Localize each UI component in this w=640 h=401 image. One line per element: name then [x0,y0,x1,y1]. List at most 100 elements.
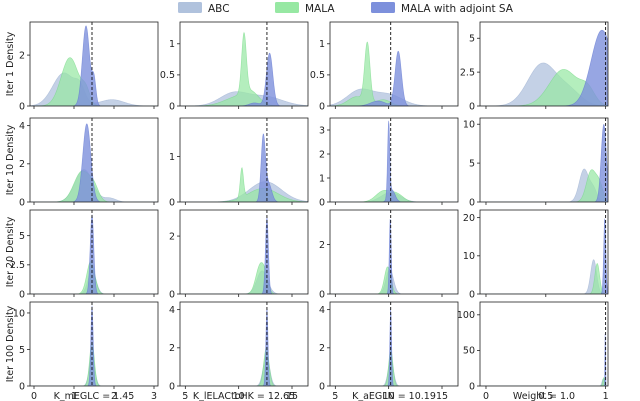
panel-r3-c2: 02 [169,209,309,300]
density-areas [330,219,458,294]
legend-swatch [371,2,395,13]
density-abc [480,259,608,294]
x-axis-label: K_aEGLN = 10.19 [352,391,436,401]
legend: ABC MALA MALA with adjoint SA [178,2,514,15]
y-tick-label: 0 [169,381,175,392]
panel-r2-c3: 0 1 2 3 [319,117,459,208]
panel-r4-c2: 0 2 4 5 10 15 [169,301,309,401]
panel-r4-c1: 0 5 10 0 1 2 3 [13,301,159,401]
y-tick-label: 0 [469,289,475,300]
panel-frame [479,209,609,295]
y-tick-label: 10 [463,120,475,131]
y-tick-label: 0 [169,101,175,112]
x-tick-label: 1 [603,391,609,401]
density-mala [480,169,608,202]
legend-label: ABC [208,3,230,15]
density-areas [30,305,158,386]
density-areas [180,217,308,294]
x-tick-label: 15 [286,391,298,401]
x-tick-label: 10 [233,391,245,401]
density-abc [330,269,458,294]
density-areas [30,123,158,202]
row-label: Iter 10 Density [5,124,16,195]
density-areas [480,124,608,202]
y-tick-label: 0 [469,381,475,392]
y-tick-label: 2 [169,231,175,242]
y-tick-label: 2.5 [460,67,475,78]
y-tick-label: 0 [319,289,325,300]
density-areas [480,333,608,386]
panel-r3-c4: 0 10 20 [463,209,609,300]
density-areas [180,309,308,386]
panel-frame [479,21,609,107]
y-tick-label: 0 [319,197,325,208]
x-tick-label: 0 [31,391,37,401]
y-tick-label: 0 [319,381,325,392]
panel-r2-c4: 0 5 10 [463,117,609,208]
y-tick-label: 0 [169,289,175,300]
y-tick-label: 1 [169,39,175,50]
density-abc [180,355,308,386]
panel-frame [179,117,309,203]
panel-frame [329,209,459,295]
legend-label: MALA [305,3,335,15]
panel-r1-c2: 00.51 [160,21,309,112]
y-tick-label: 3 [319,125,325,136]
y-tick-label: 10 [13,308,25,319]
panel-r1-c3: 00.51 [310,21,459,112]
density-areas [30,214,158,294]
y-tick-label: 0 [469,197,475,208]
density-mala [180,31,308,106]
density-mala [180,262,308,294]
density-mala-with-adjoint-sa [180,52,308,106]
density-mala-with-adjoint-sa [30,25,158,106]
y-tick-label: 5 [19,345,25,356]
y-tick-label: 2 [319,149,325,160]
x-tick-label: 15 [436,391,448,401]
y-tick-label: 4 [19,121,25,132]
y-tick-label: 1 [319,173,325,184]
panel-r1-c1: 02 [19,21,159,112]
panel-frame [179,21,309,107]
density-areas [480,29,608,106]
x-axis-label: K_lELACtoHK = 12.65 [193,391,295,401]
panel-frame [329,21,459,107]
density-mala-with-adjoint-sa [30,214,158,294]
y-tick-label: 0 [319,101,325,112]
y-tick-label: 5 [469,158,475,169]
panel-frame [179,209,309,295]
x-tick-label: 3 [151,391,157,401]
x-tick-label: 0.5 [538,391,553,401]
x-tick-label: 2 [111,391,117,401]
density-areas [480,218,608,294]
y-tick-label: 0 [19,197,25,208]
legend-label: MALA with adjoint SA [401,3,514,15]
density-mala [480,377,608,386]
legend-swatch [275,2,299,13]
density-mala-with-adjoint-sa [30,305,158,386]
density-abc [180,270,308,294]
y-tick-label: 2 [319,240,325,251]
density-areas [30,25,158,106]
row-label: Iter 1 Density [5,31,16,96]
panel-frame [29,117,159,203]
panel-frame [329,301,459,387]
density-areas [180,133,308,202]
panel-r2-c2: 01 [169,117,309,208]
y-tick-label: 0 [19,101,25,112]
x-axis-label: K_mEGLC = 1.45 [54,391,135,401]
density-areas [330,41,458,106]
row-label: Iter 100 Density [5,305,16,382]
panel-r3-c1: 02.55 [10,209,159,300]
panel-frame [29,209,159,295]
density-mala-with-adjoint-sa [480,29,608,106]
panel-r4-c3: 0 2 4 5 10 15 [319,301,459,401]
density-mala [180,166,308,202]
density-abc [480,378,608,386]
density-areas [330,308,458,386]
y-tick-label: 2 [319,343,325,354]
density-mala-with-adjoint-sa [480,333,608,386]
density-areas [180,31,308,106]
x-tick-label: 1 [71,391,77,401]
y-tick-label: 1 [169,152,175,163]
